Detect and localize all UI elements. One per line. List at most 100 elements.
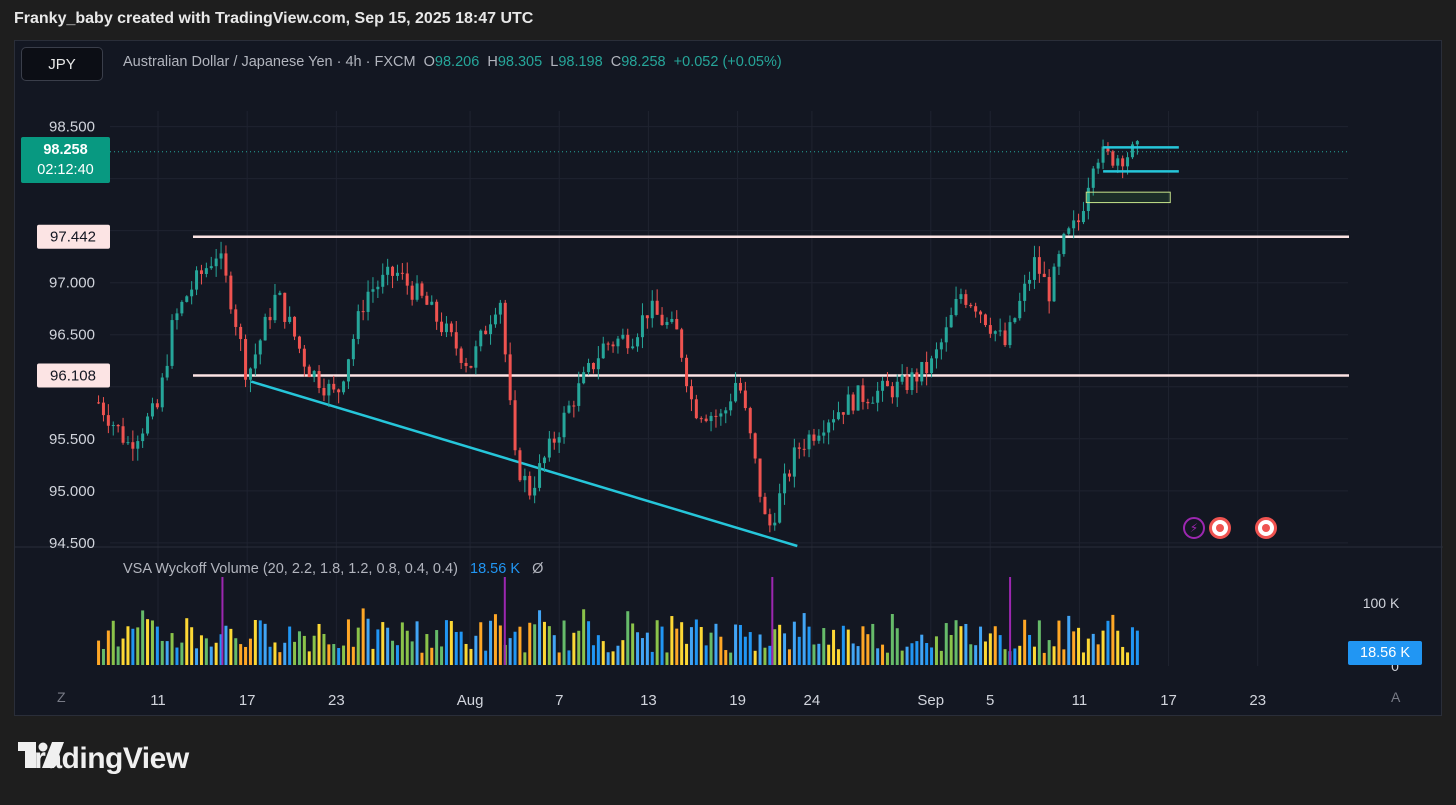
candle-body <box>116 425 120 427</box>
volume-bar <box>885 652 889 665</box>
volume-bar <box>327 644 331 665</box>
candle-body <box>410 285 414 300</box>
volume-legend-symbol: Ø <box>532 561 544 577</box>
volume-bar <box>400 622 404 665</box>
volume-bar <box>474 635 478 665</box>
symbol-button[interactable]: JPY <box>21 47 103 81</box>
candle-body <box>876 390 880 403</box>
volume-bar <box>660 626 664 665</box>
volume-bar <box>591 645 595 665</box>
volume-bar <box>425 634 429 665</box>
volume-bar <box>670 616 674 665</box>
volume-bar <box>680 622 684 665</box>
volume-bar <box>346 619 350 665</box>
candle-body <box>660 314 664 326</box>
volume-bar <box>861 626 865 665</box>
candle-body <box>626 334 630 349</box>
volume-bar <box>1106 620 1110 665</box>
candle-body <box>415 283 419 300</box>
volume-bar <box>459 631 463 665</box>
y-tick-label: 94.500 <box>49 535 95 552</box>
candle-body <box>533 487 537 496</box>
volume-bar <box>155 626 159 665</box>
candle-body <box>631 346 635 349</box>
candle-body <box>268 316 272 321</box>
legend-high-label: H <box>487 54 498 70</box>
candle-body <box>988 325 992 334</box>
volume-bar <box>278 652 282 665</box>
volume-bar <box>165 641 169 665</box>
volume-bar <box>993 626 997 665</box>
candle-body <box>827 422 831 433</box>
candle-body <box>538 463 542 488</box>
candle-body <box>611 344 615 347</box>
candle-body <box>479 330 483 347</box>
volume-bar <box>832 629 836 665</box>
candle-body <box>841 412 845 415</box>
candle-body <box>150 403 154 417</box>
y-tick-label: 95.500 <box>49 431 95 448</box>
volume-bar <box>567 650 571 665</box>
lightning-icon[interactable]: ⚡ <box>1183 517 1205 539</box>
candle-body <box>239 326 243 340</box>
candle-body <box>273 294 277 321</box>
volume-bar <box>371 648 375 665</box>
event-icon[interactable] <box>1209 517 1231 539</box>
candle-body <box>915 372 919 382</box>
candle-body <box>400 272 404 274</box>
candle-body <box>1121 158 1125 167</box>
volume-bar <box>836 649 840 665</box>
candle-body <box>498 302 502 315</box>
volume-bar <box>361 608 365 665</box>
candle-body <box>293 316 297 337</box>
volume-bar <box>547 626 551 665</box>
volume-bar <box>724 650 728 665</box>
volume-bar <box>126 626 130 665</box>
candle-body <box>288 316 292 322</box>
volume-bar <box>846 629 850 665</box>
auto-scale-button[interactable]: A <box>1391 689 1401 705</box>
volume-bar <box>939 650 943 665</box>
candle-body <box>444 323 448 333</box>
candle-body <box>699 418 703 420</box>
volume-bar <box>577 630 581 665</box>
volume-bar <box>106 630 110 665</box>
candle-body <box>1057 254 1061 267</box>
zoom-button[interactable]: Z <box>57 689 66 705</box>
price-chart[interactable]: 11 17 23 Aug 7 13 19 24 Sep 5 11 17 23 98.500 97.000 96… <box>15 41 1443 717</box>
candle-body <box>449 323 453 333</box>
volume-legend: VSA Wyckoff Volume (20, 2.2, 1.8, 1.2, 0… <box>123 561 543 577</box>
volume-bar <box>787 649 791 665</box>
y-tick-label: 97.000 <box>49 275 95 292</box>
candle-body <box>229 275 233 310</box>
volume-bar <box>160 640 164 665</box>
volume-bar <box>508 638 512 665</box>
candle-body <box>175 313 179 321</box>
chart-panel[interactable]: 11 17 23 Aug 7 13 19 24 Sep 5 11 17 23 98.500 97.000 96… <box>14 40 1443 717</box>
candle-body <box>366 291 370 312</box>
candle-body <box>195 270 199 290</box>
candle-body <box>729 401 733 411</box>
candle-body <box>577 383 581 406</box>
volume-bar <box>214 642 218 665</box>
candle-body <box>1062 233 1066 255</box>
volume-bar <box>998 635 1002 665</box>
volume-bar <box>484 650 488 665</box>
volume-bar <box>337 648 341 665</box>
candle-body <box>165 365 169 378</box>
volume-bar <box>533 624 537 665</box>
candle-body <box>949 315 953 328</box>
volume-bar <box>97 640 101 665</box>
volume-bar <box>645 632 649 665</box>
volume-bar <box>1086 638 1090 665</box>
volume-bar <box>699 627 703 665</box>
volume-bar <box>934 636 938 665</box>
candle-body <box>322 387 326 396</box>
volume-bar <box>719 636 723 665</box>
event-icon[interactable] <box>1255 517 1277 539</box>
candle-body <box>939 342 943 350</box>
volume-spike-bar <box>1009 577 1012 665</box>
volume-bar <box>812 644 816 665</box>
volume-bar <box>449 621 453 665</box>
volume-bar <box>395 645 399 665</box>
